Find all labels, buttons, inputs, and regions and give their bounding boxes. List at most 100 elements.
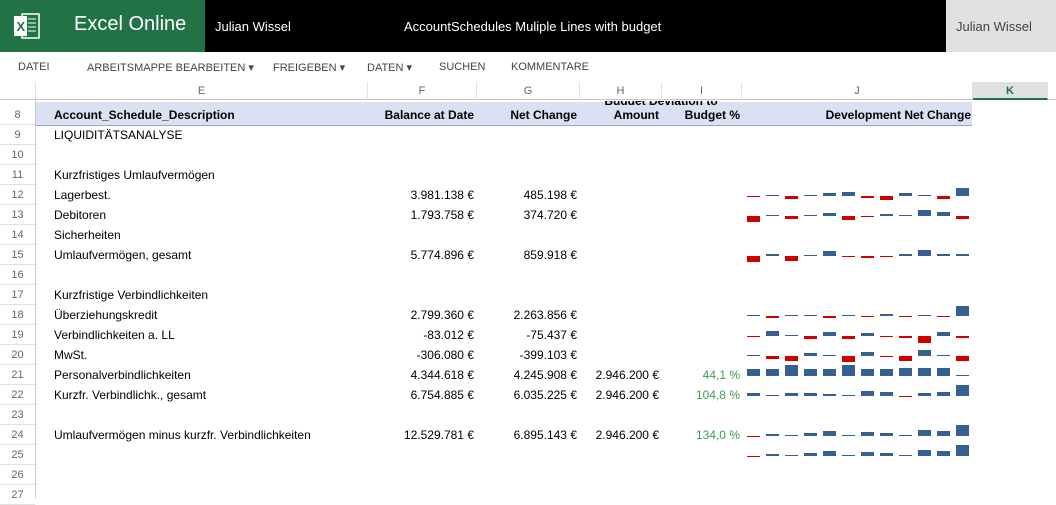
- sparkline-bar: [747, 256, 760, 262]
- description-cell: Verbindlichkeiten a. LL: [54, 328, 175, 342]
- menu-datei[interactable]: DATEI: [18, 61, 50, 73]
- row-header-13[interactable]: 13: [0, 205, 35, 225]
- row-header-22[interactable]: 22: [0, 385, 35, 405]
- column-header-h[interactable]: H: [580, 82, 662, 100]
- budget-amount-cell: 2.946.200 €: [595, 368, 659, 382]
- description-cell: Sicherheiten: [54, 228, 121, 242]
- column-header-k[interactable]: K: [973, 82, 1048, 100]
- row-header-9[interactable]: 9: [0, 125, 35, 145]
- sparkline-bar: [956, 425, 969, 436]
- sparkline-bar: [785, 356, 798, 361]
- menu-freigeben[interactable]: FREIGEBEN ▾: [273, 62, 346, 74]
- sparkline-bar: [747, 336, 760, 337]
- sparkline-bar: [785, 455, 798, 456]
- sparkline-row-13: [747, 210, 969, 222]
- row-header-10[interactable]: 10: [0, 145, 35, 165]
- sparkline-bar: [804, 393, 817, 396]
- sparkline-bar: [956, 254, 969, 256]
- menu-suchen[interactable]: SUCHEN: [439, 61, 486, 73]
- column-header-g[interactable]: G: [477, 82, 580, 100]
- sparkline-bar: [918, 450, 931, 456]
- row-header-25[interactable]: 25: [0, 445, 35, 465]
- menu-arbeitsmappe-bearbeiten[interactable]: ARBEITSMAPPE BEARBEITEN ▾: [87, 62, 254, 74]
- row-header-12[interactable]: 12: [0, 185, 35, 205]
- user-account-button[interactable]: Julian Wissel: [946, 0, 1056, 52]
- row-header-21[interactable]: 21: [0, 365, 35, 385]
- sparkline-bar: [899, 455, 912, 456]
- description-cell: LIQUIDITÄTSANALYSE: [54, 128, 183, 142]
- row-header-19[interactable]: 19: [0, 325, 35, 345]
- row-header-17[interactable]: 17: [0, 285, 35, 305]
- sparkline-bar: [747, 456, 760, 457]
- net-change-cell: -399.103 €: [519, 348, 577, 362]
- sparkline-bar: [937, 451, 950, 456]
- row-header-24[interactable]: 24: [0, 425, 35, 445]
- budget-amount-cell: 2.946.200 €: [595, 388, 659, 402]
- select-all-corner[interactable]: [0, 82, 36, 100]
- sparkline-bar: [785, 335, 798, 336]
- row-header-27[interactable]: 27: [0, 485, 35, 505]
- menu-daten[interactable]: DATEN ▾: [367, 62, 413, 74]
- description-cell: Kurzfristige Verbindlichkeiten: [54, 288, 209, 302]
- sparkline-bar: [785, 196, 798, 199]
- sparkline-bar: [861, 316, 874, 317]
- sparkline-bar: [861, 369, 874, 376]
- sparkline-bar: [880, 453, 893, 456]
- sparkline-bar: [861, 452, 874, 456]
- sparkline-bar: [937, 196, 950, 199]
- sparkline-bar: [918, 210, 931, 216]
- sparkline-bar: [842, 435, 855, 436]
- description-cell: MwSt.: [54, 348, 88, 362]
- sparkline-bar: [766, 454, 779, 456]
- column-headers: E F G H I J K: [0, 82, 1056, 100]
- ribbon-menu: DATEI ARBEITSMAPPE BEARBEITEN ▾ FREIGEBE…: [0, 52, 1056, 82]
- row-header-15[interactable]: 15: [0, 245, 35, 265]
- balance-cell: 1.793.758 €: [410, 208, 474, 222]
- row-header-20[interactable]: 20: [0, 345, 35, 365]
- sparkline-bar: [880, 356, 893, 357]
- column-header-j[interactable]: J: [742, 82, 973, 100]
- net-change-cell: 4.245.908 €: [513, 368, 577, 382]
- sparkline-bar: [785, 435, 798, 436]
- sparkline-bar: [766, 369, 779, 376]
- sparkline-bar: [804, 353, 817, 356]
- sparkline-bar: [880, 196, 893, 200]
- description-cell: Kurzfr. Verbindlichk., gesamt: [54, 388, 207, 402]
- sparkline-bar: [861, 216, 874, 217]
- column-header-f[interactable]: F: [368, 82, 477, 100]
- column-header-e[interactable]: E: [36, 82, 368, 100]
- description-cell: Personalverbindlichkeiten: [54, 368, 191, 382]
- row-header-8[interactable]: 8: [0, 105, 35, 125]
- row-header-18[interactable]: 18: [0, 305, 35, 325]
- sparkline-bar: [766, 215, 779, 216]
- sparkline-bar: [842, 356, 855, 362]
- row-header-16[interactable]: 16: [0, 265, 35, 285]
- sparkline-bar: [766, 331, 779, 336]
- sparkline-row-19: [747, 331, 969, 343]
- row-header-14[interactable]: 14: [0, 225, 35, 245]
- budget-amount-cell: 2.946.200 €: [595, 428, 659, 442]
- sparkline-bar: [842, 395, 855, 396]
- row-header-11[interactable]: 11: [0, 165, 35, 185]
- sparkline-bar: [899, 316, 912, 317]
- sparkline-bar: [918, 195, 931, 196]
- sparkline-bar: [937, 212, 950, 216]
- sparkline-bar: [842, 365, 855, 376]
- sparkline-bar: [899, 356, 912, 361]
- row-header-23[interactable]: 23: [0, 405, 35, 425]
- sparkline-row-21: [747, 365, 969, 376]
- app-brand[interactable]: X Excel Online: [0, 0, 205, 52]
- sparkline-bar: [804, 369, 817, 376]
- sparkline-bar: [899, 193, 912, 196]
- sparkline-bar: [785, 216, 798, 219]
- net-change-cell: 2.263.856 €: [513, 308, 577, 322]
- sparkline-bar: [823, 369, 836, 376]
- sparkline-bar: [861, 196, 874, 198]
- sparkline-bar: [956, 375, 969, 376]
- sparkline-bar: [785, 256, 798, 261]
- menu-kommentare[interactable]: KOMMENTARE: [511, 61, 590, 73]
- balance-cell: 5.774.896 €: [410, 248, 474, 262]
- column-header-i[interactable]: I: [662, 82, 742, 100]
- row-header-26[interactable]: 26: [0, 465, 35, 485]
- sparkline-bar: [956, 336, 969, 338]
